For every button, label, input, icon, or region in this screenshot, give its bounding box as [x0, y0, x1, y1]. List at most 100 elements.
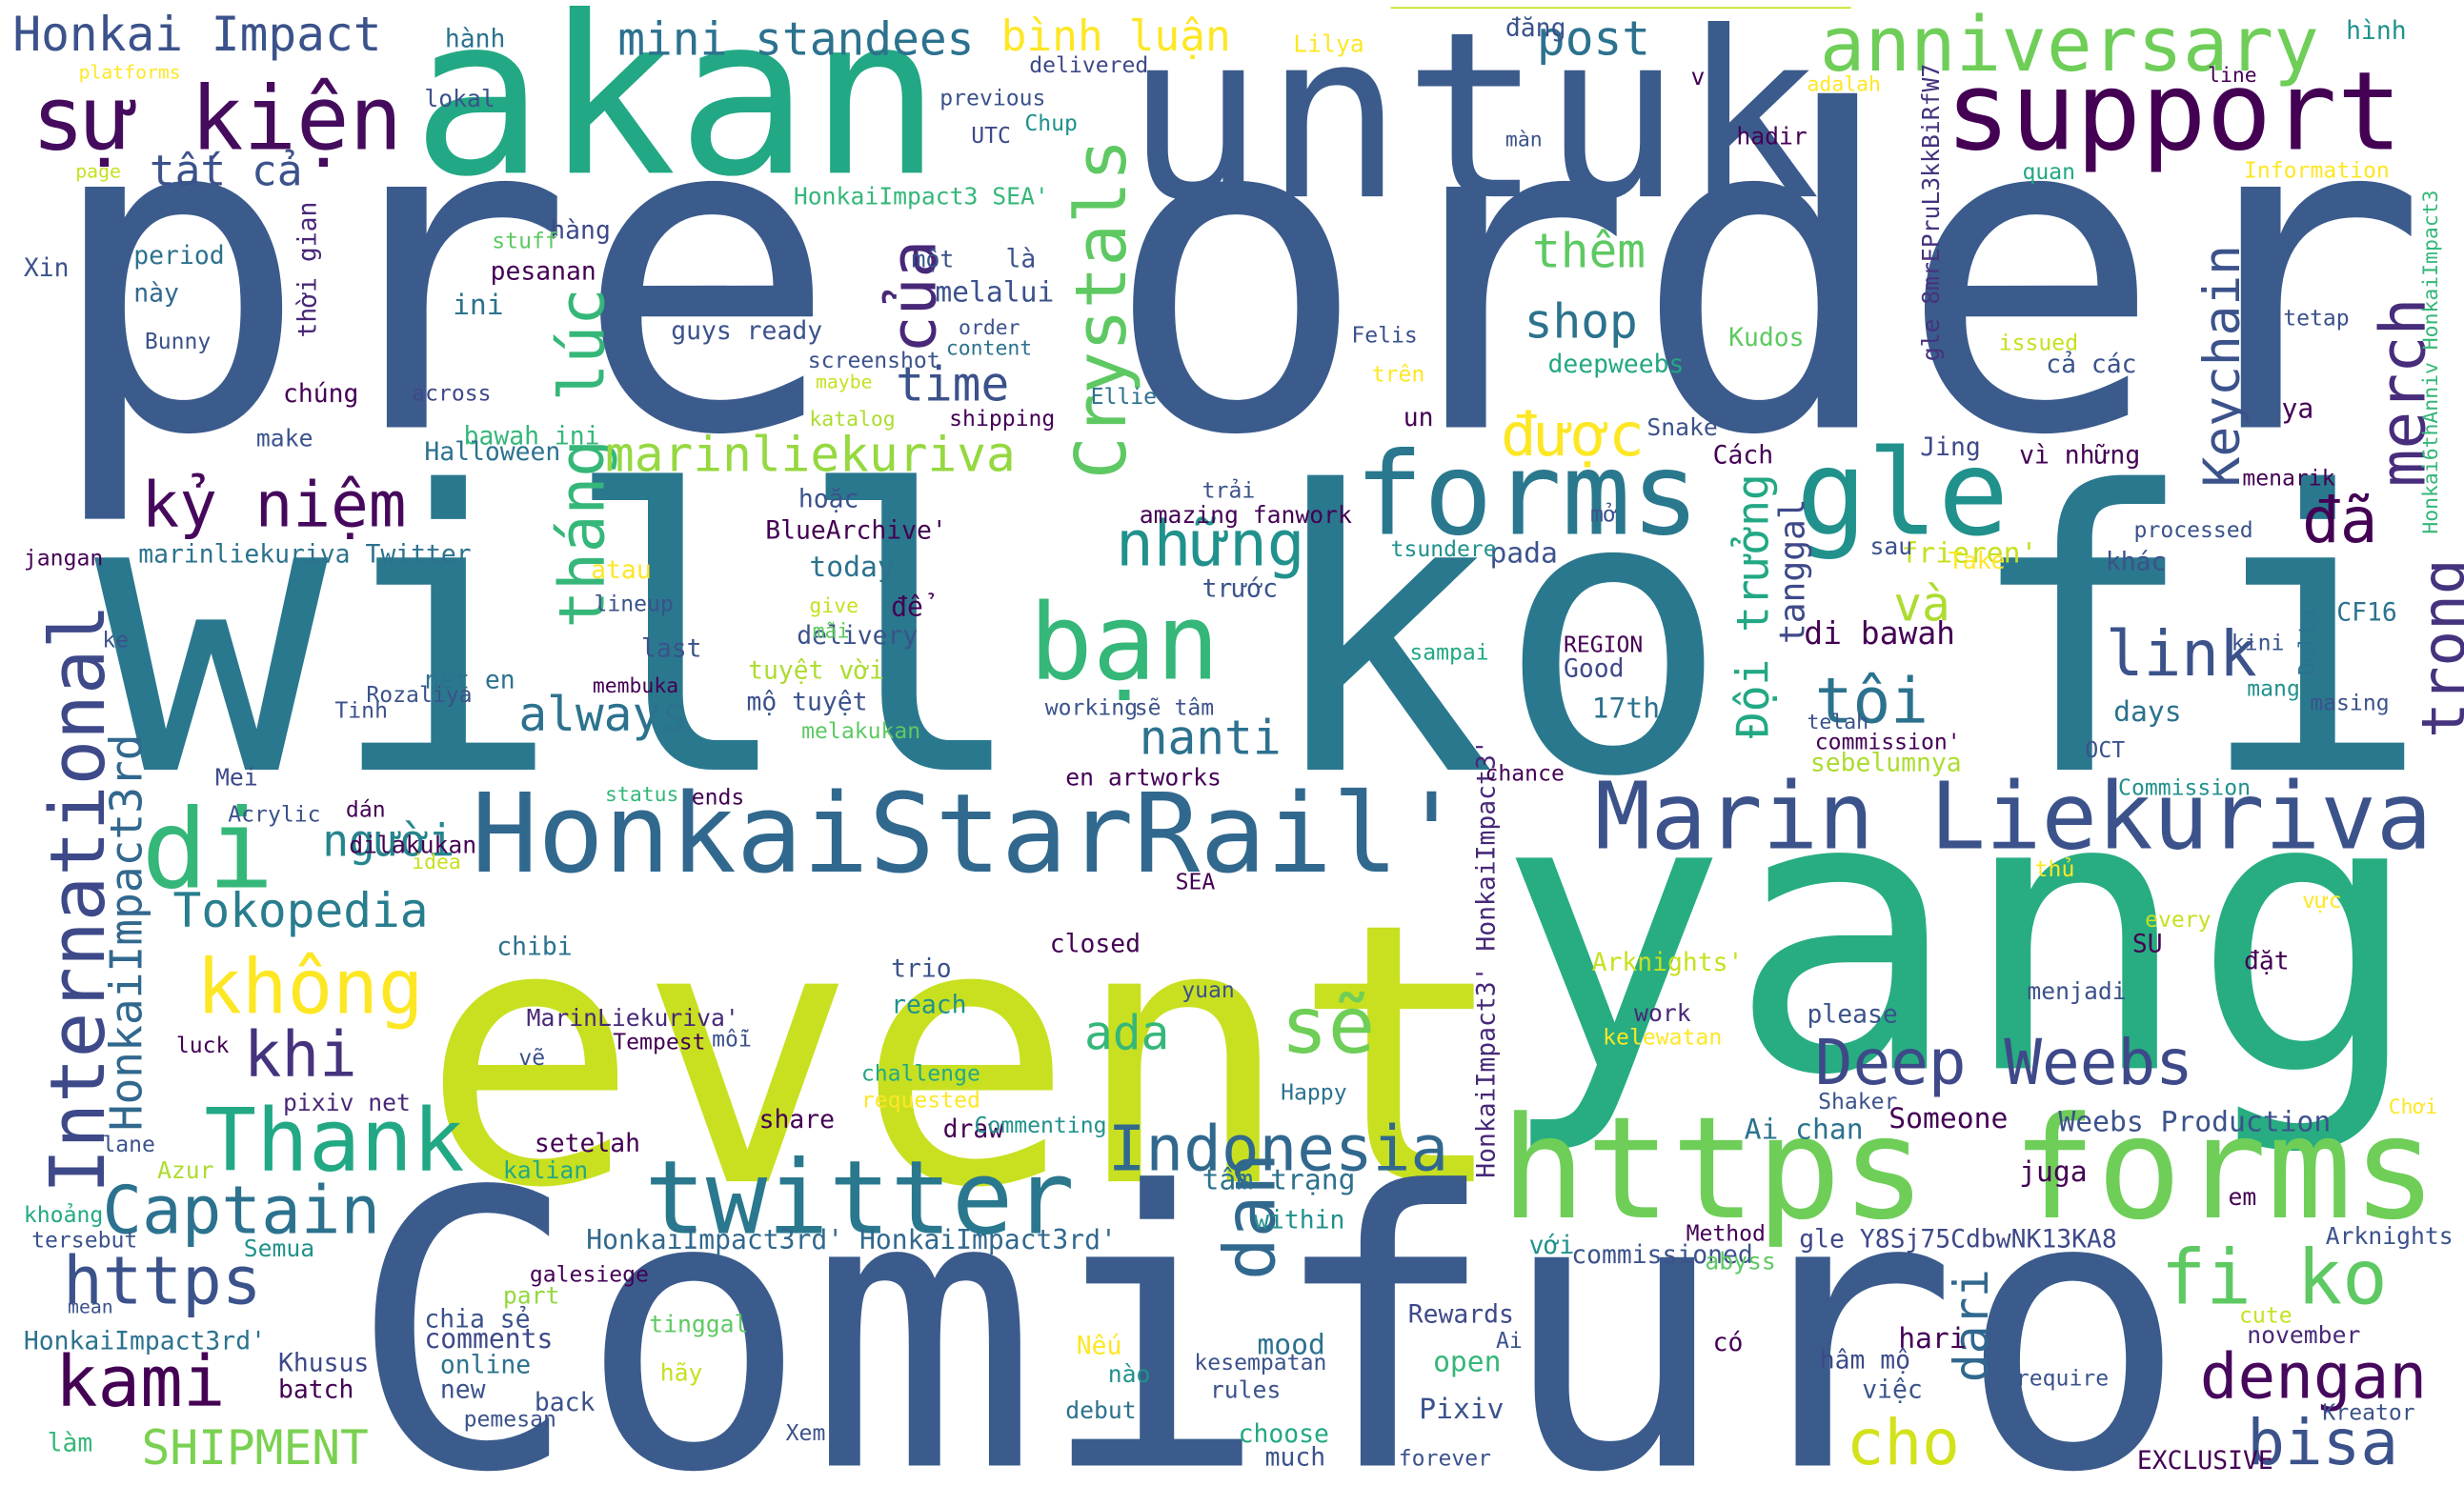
- word: require: [2016, 1366, 2109, 1391]
- word: Commenting: [975, 1114, 1107, 1138]
- word: kỷ niệm: [142, 468, 407, 541]
- word: trước: [1202, 575, 1278, 604]
- word: ke: [102, 628, 129, 653]
- word: give: [809, 594, 858, 618]
- word: work: [1634, 999, 1691, 1027]
- word: last: [641, 634, 702, 663]
- word: những: [1116, 508, 1305, 581]
- word: bawah ini: [464, 423, 600, 452]
- word: merch: [2367, 298, 2440, 488]
- word: commission': [1815, 731, 1961, 755]
- word: cho: [1847, 1406, 1960, 1479]
- word: Đội trưởng: [1727, 473, 1778, 738]
- word: và: [1893, 576, 1950, 632]
- word: không: [196, 944, 423, 1032]
- word: Comifuro: [349, 1112, 2188, 1486]
- word: em: [2228, 1183, 2256, 1211]
- word: anniversary: [1820, 1, 2319, 89]
- word: MarinLiekuriva': [527, 1004, 739, 1032]
- word: online: [440, 1351, 531, 1379]
- word: quan: [2022, 160, 2075, 185]
- word: rules: [1210, 1376, 1281, 1404]
- word: previous: [939, 86, 1045, 110]
- word: màn: [1505, 128, 1543, 151]
- word: time: [896, 357, 1009, 412]
- word: across: [412, 382, 491, 407]
- word: forever: [1399, 1447, 1491, 1472]
- word: hãy: [660, 1359, 703, 1387]
- word: lane: [102, 1133, 155, 1157]
- word: lineup: [594, 592, 673, 616]
- word: HonkaiImpact3 SEA': [794, 182, 1049, 210]
- word: HonkaiImpact3' HonkaiImpact3': [1472, 739, 1501, 1178]
- word: dilakukan: [349, 831, 476, 858]
- word: HonkaiImpact3rd': [24, 1328, 266, 1356]
- word: yang: [1496, 712, 2423, 1159]
- word: nanti: [1140, 711, 1282, 766]
- word: https: [63, 1244, 261, 1320]
- word: Pixiv: [1419, 1392, 1504, 1425]
- word: shipping: [949, 407, 1055, 432]
- word: bisa: [2247, 1406, 2398, 1479]
- word: ada: [1084, 1006, 1169, 1061]
- word: back: [535, 1389, 596, 1417]
- word: Chơi: [2389, 1095, 2438, 1119]
- word: trong: [2409, 558, 2464, 738]
- word: telah: [1808, 711, 1869, 734]
- word: di: [142, 787, 274, 914]
- word: page: [75, 160, 121, 182]
- word: tuyệt vời: [748, 656, 884, 685]
- word: Method: [1686, 1222, 1766, 1247]
- word: please: [1808, 1001, 1898, 1030]
- word: working: [1045, 695, 1138, 720]
- word: event: [421, 847, 1509, 1267]
- word: ini: [453, 288, 504, 321]
- word: gle Y8Sj75CdbwNK13KA8: [1799, 1225, 2116, 1254]
- word: requested: [861, 1089, 980, 1114]
- word: stuff: [492, 230, 557, 254]
- word: hình: [2346, 17, 2407, 46]
- word: mang: [2247, 677, 2300, 702]
- word: katalog: [809, 408, 895, 432]
- word: make: [256, 424, 313, 452]
- word: hàng: [550, 217, 611, 246]
- word: membuka: [593, 674, 678, 698]
- word: choose: [1239, 1420, 1329, 1449]
- word: line: [2208, 64, 2257, 88]
- word: Good: [1564, 655, 1625, 684]
- word: một: [912, 245, 955, 272]
- word: share: [759, 1106, 835, 1135]
- word: pixiv net: [283, 1089, 411, 1116]
- word: tâm trạng: [1202, 1162, 1356, 1195]
- word: Xem: [786, 1421, 826, 1446]
- word: galesiege: [530, 1263, 649, 1288]
- word: delivery: [797, 622, 918, 651]
- word: Halloween: [424, 438, 560, 467]
- word: shop: [1525, 294, 1638, 350]
- word: SEA: [1176, 870, 1216, 894]
- word: kesempatan: [1194, 1351, 1326, 1376]
- word: là: [1006, 245, 1037, 273]
- word: Xin: [24, 254, 70, 283]
- word: có: [1713, 1329, 1744, 1357]
- word: Captain: [102, 1174, 380, 1250]
- word: mộ tuyệt: [746, 688, 867, 716]
- word: sau: [1870, 532, 1913, 560]
- word: trên: [1372, 363, 1425, 388]
- word: tôi: [1815, 665, 1929, 738]
- word: idea: [412, 851, 461, 874]
- word: Bunny: [145, 330, 211, 354]
- word: Information: [2244, 158, 2390, 183]
- word: delivered: [1029, 53, 1148, 78]
- word: tanggal: [1771, 498, 1812, 644]
- word: UTC: [971, 124, 1011, 149]
- word: Weebs Production: [2058, 1104, 2331, 1137]
- word: bình luận: [1001, 12, 1231, 61]
- word: sẽ tâm: [1135, 695, 1214, 720]
- word: mini standees: [617, 14, 974, 67]
- word: atau: [591, 556, 652, 585]
- word: OCT: [2085, 738, 2125, 763]
- word: frieren': [1901, 535, 2037, 569]
- word: Take: [1949, 547, 2006, 574]
